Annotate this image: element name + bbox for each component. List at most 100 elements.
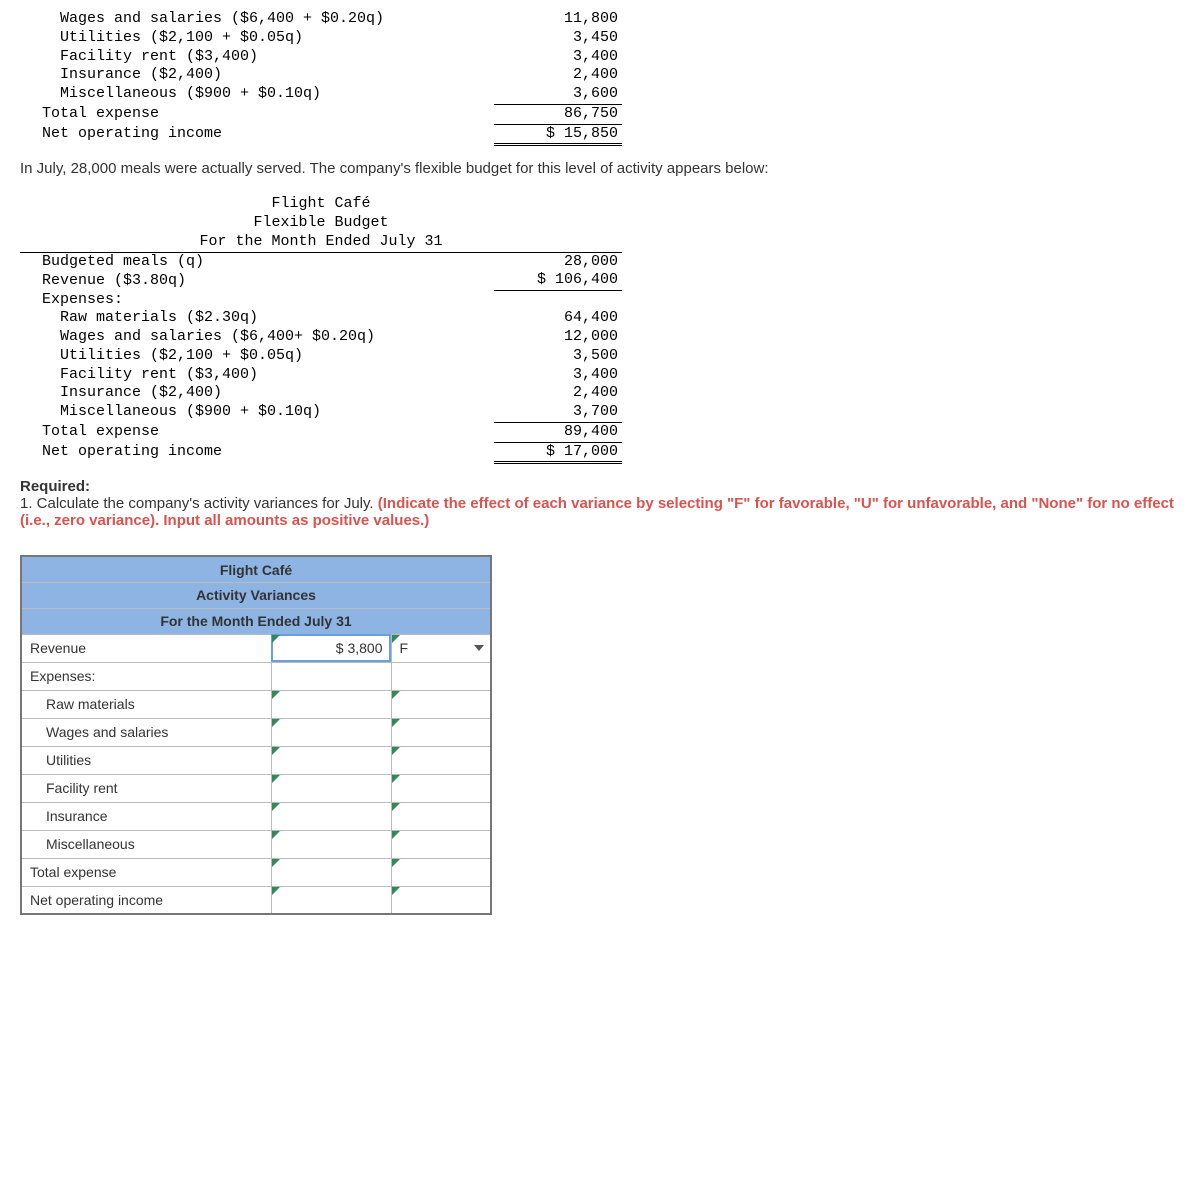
flex-title-1: Flight Café (20, 195, 622, 214)
row-label: Insurance ($2,400) (20, 66, 494, 85)
activity-variance-table: Flight Café Activity Variances For the M… (20, 555, 492, 915)
row-label: Net operating income (20, 442, 494, 463)
narrative-text: In July, 28,000 meals were actually serv… (20, 160, 1180, 177)
flex-title-2: Flexible Budget (20, 214, 622, 233)
flex-title-3: For the Month Ended July 31 (20, 233, 622, 252)
row-label: Expenses: (20, 291, 494, 310)
row-label: Net operating income (20, 124, 494, 145)
variance-flag-select (391, 662, 491, 690)
editable-indicator-icon (272, 719, 280, 727)
row-value: $ 17,000 (494, 442, 622, 463)
variance-row-label: Expenses: (21, 662, 271, 690)
variance-flag-select[interactable] (391, 718, 491, 746)
variance-row-label: Total expense (21, 858, 271, 886)
chevron-down-icon (474, 645, 484, 651)
row-value: 2,400 (494, 384, 622, 403)
table-row: Facility rent (21, 774, 491, 802)
variance-amount-input[interactable] (271, 830, 391, 858)
table-row: Net operating income (21, 886, 491, 914)
var-title-1: Flight Café (21, 556, 491, 582)
table-row: Wages and salaries (21, 718, 491, 746)
partial-budget-table: Wages and salaries ($6,400 + $0.20q)11,8… (20, 10, 622, 146)
variance-amount-value: $ 3,800 (336, 640, 383, 656)
variance-amount-input[interactable]: $ 3,800 (271, 634, 391, 662)
row-value: 86,750 (494, 104, 622, 124)
variance-flag-select[interactable] (391, 858, 491, 886)
variance-row-label: Raw materials (21, 690, 271, 718)
variance-row-label: Revenue (21, 634, 271, 662)
row-label: Insurance ($2,400) (20, 384, 494, 403)
row-label: Wages and salaries ($6,400 + $0.20q) (20, 10, 494, 29)
table-row: Utilities (21, 746, 491, 774)
row-value: 2,400 (494, 66, 622, 85)
row-value: $ 106,400 (494, 271, 622, 290)
row-label: Facility rent ($3,400) (20, 48, 494, 67)
row-value: 3,400 (494, 48, 622, 67)
variance-amount-input[interactable] (271, 690, 391, 718)
variance-flag-select[interactable] (391, 802, 491, 830)
editable-indicator-icon (272, 691, 280, 699)
variance-amount-input[interactable] (271, 858, 391, 886)
row-value: 3,700 (494, 403, 622, 422)
row-value (494, 291, 622, 310)
variance-row-label: Miscellaneous (21, 830, 271, 858)
editable-indicator-icon (272, 831, 280, 839)
required-heading: Required: (20, 478, 1180, 495)
variance-row-label: Facility rent (21, 774, 271, 802)
variance-flag-select[interactable] (391, 830, 491, 858)
editable-indicator-icon (272, 775, 280, 783)
row-value: $ 15,850 (494, 124, 622, 145)
table-row: Insurance (21, 802, 491, 830)
row-label: Revenue ($3.80q) (20, 271, 494, 290)
row-label: Miscellaneous ($900 + $0.10q) (20, 85, 494, 104)
row-label: Raw materials ($2.30q) (20, 309, 494, 328)
variance-flag-select[interactable]: F (391, 634, 491, 662)
editable-indicator-icon (392, 859, 400, 867)
editable-indicator-icon (392, 747, 400, 755)
editable-indicator-icon (272, 859, 280, 867)
table-row: Expenses: (21, 662, 491, 690)
editable-indicator-icon (272, 803, 280, 811)
editable-indicator-icon (392, 831, 400, 839)
row-value: 28,000 (494, 252, 622, 271)
editable-indicator-icon (272, 887, 280, 895)
row-value: 3,500 (494, 347, 622, 366)
table-row: Raw materials (21, 690, 491, 718)
flexible-budget-table: Flight Café Flexible Budget For the Mont… (20, 195, 622, 464)
row-label: Budgeted meals (q) (20, 252, 494, 271)
row-value: 11,800 (494, 10, 622, 29)
variance-amount-input[interactable] (271, 746, 391, 774)
required-body: 1. Calculate the company's activity vari… (20, 495, 1180, 529)
variance-row-label: Wages and salaries (21, 718, 271, 746)
var-title-3: For the Month Ended July 31 (21, 608, 491, 634)
variance-flag-select[interactable] (391, 690, 491, 718)
row-value: 64,400 (494, 309, 622, 328)
variance-flag-select[interactable] (391, 746, 491, 774)
editable-indicator-icon (392, 691, 400, 699)
variance-amount-input[interactable] (271, 718, 391, 746)
variance-flag-select[interactable] (391, 774, 491, 802)
variance-row-label: Net operating income (21, 886, 271, 914)
variance-row-label: Insurance (21, 802, 271, 830)
variance-amount-input (271, 662, 391, 690)
variance-amount-input[interactable] (271, 886, 391, 914)
editable-indicator-icon (392, 775, 400, 783)
variance-amount-input[interactable] (271, 802, 391, 830)
row-label: Facility rent ($3,400) (20, 366, 494, 385)
table-row: Miscellaneous (21, 830, 491, 858)
editable-indicator-icon (272, 747, 280, 755)
variance-amount-input[interactable] (271, 774, 391, 802)
row-label: Utilities ($2,100 + $0.05q) (20, 347, 494, 366)
editable-indicator-icon (392, 719, 400, 727)
row-value: 3,600 (494, 85, 622, 104)
table-row: Revenue $ 3,800 F (21, 634, 491, 662)
variance-flag-select[interactable] (391, 886, 491, 914)
row-value: 3,400 (494, 366, 622, 385)
editable-indicator-icon (392, 887, 400, 895)
row-label: Miscellaneous ($900 + $0.10q) (20, 403, 494, 422)
table-row: Total expense (21, 858, 491, 886)
row-label: Wages and salaries ($6,400+ $0.20q) (20, 328, 494, 347)
editable-indicator-icon (392, 635, 400, 643)
variance-flag-value: F (400, 640, 409, 656)
row-label: Total expense (20, 104, 494, 124)
